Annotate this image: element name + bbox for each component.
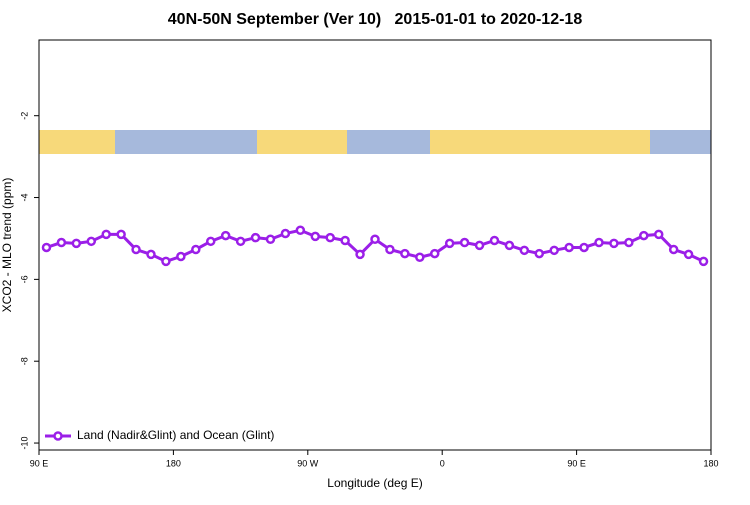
- data-point: [71, 238, 82, 249]
- data-point: [534, 248, 545, 259]
- data-point: [489, 235, 500, 246]
- data-point: [355, 249, 365, 260]
- data-point: [280, 228, 291, 239]
- data-point: [295, 225, 306, 236]
- chart-title: 40N-50N September (Ver 10) 2015-01-01 to…: [168, 11, 583, 28]
- data-point: [549, 245, 559, 256]
- legend-marker: [53, 431, 63, 441]
- legend-label: Land (Nadir&Glint) and Ocean (Glint): [77, 428, 274, 442]
- y-axis-label: XCO2 - MLO trend (ppm): [0, 178, 14, 313]
- data-point: [250, 232, 261, 243]
- data-point: [519, 245, 530, 256]
- x-tick-label: 90 E: [30, 458, 49, 468]
- data-point: [370, 234, 380, 245]
- y-tick-label: -2: [19, 112, 29, 120]
- x-tick-label: 90 W: [297, 458, 319, 468]
- data-point: [176, 251, 186, 262]
- data-point: [624, 237, 634, 248]
- data-point: [639, 230, 649, 241]
- data-point: [131, 244, 141, 255]
- data-point: [191, 244, 201, 255]
- data-point: [415, 252, 425, 263]
- data-point: [86, 236, 97, 247]
- y-tick-label: -10: [19, 437, 29, 450]
- data-point: [564, 242, 574, 253]
- map-band: [39, 130, 711, 154]
- data-point: [265, 234, 276, 245]
- y-tick-label: -6: [19, 275, 29, 283]
- data-point: [609, 238, 619, 249]
- data-point: [594, 237, 604, 248]
- data-point: [220, 230, 231, 241]
- x-tick-label: 0: [440, 458, 445, 468]
- data-point: [56, 237, 67, 248]
- data-point: [310, 231, 321, 242]
- data-point: [653, 229, 664, 240]
- data-point: [101, 229, 111, 240]
- data-point: [325, 232, 335, 243]
- x-tick-label: 180: [703, 458, 718, 468]
- plot-frame: [38, 39, 712, 451]
- data-point: [668, 244, 679, 255]
- data-point: [340, 235, 350, 246]
- data-point: [205, 236, 216, 247]
- x-tick-label: 180: [166, 458, 181, 468]
- data-point: [579, 242, 589, 253]
- data-point: [444, 238, 455, 249]
- y-tick-label: -4: [19, 194, 29, 202]
- x-tick-label: 90 E: [567, 458, 586, 468]
- data-point: [400, 248, 410, 259]
- data-point: [429, 248, 440, 259]
- data-point: [385, 244, 395, 255]
- data-point: [683, 249, 694, 260]
- data-point: [235, 236, 246, 247]
- data-point: [41, 242, 52, 253]
- data-point: [146, 249, 156, 260]
- data-point: [698, 256, 709, 267]
- data-point: [116, 229, 126, 240]
- data-point: [161, 256, 171, 267]
- data-point: [474, 240, 485, 251]
- data-point: [504, 240, 515, 251]
- y-tick-label: -8: [19, 357, 29, 365]
- x-axis-label: Longitude (deg E): [327, 476, 422, 490]
- data-point: [459, 237, 470, 248]
